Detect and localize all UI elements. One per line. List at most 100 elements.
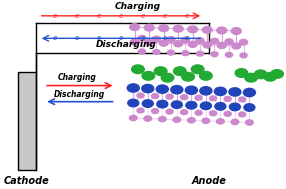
Text: $e$: $e$ bbox=[96, 34, 102, 42]
Circle shape bbox=[195, 95, 202, 100]
Circle shape bbox=[159, 40, 168, 46]
Circle shape bbox=[157, 100, 168, 108]
Circle shape bbox=[145, 40, 154, 46]
Text: $e$: $e$ bbox=[52, 34, 58, 42]
Circle shape bbox=[156, 85, 168, 93]
Circle shape bbox=[130, 24, 140, 30]
Circle shape bbox=[127, 84, 139, 92]
Circle shape bbox=[154, 67, 167, 75]
Circle shape bbox=[196, 51, 204, 56]
Circle shape bbox=[171, 101, 182, 108]
Circle shape bbox=[182, 72, 194, 81]
Circle shape bbox=[244, 104, 255, 111]
Circle shape bbox=[196, 38, 204, 43]
Circle shape bbox=[240, 53, 247, 58]
Circle shape bbox=[225, 52, 233, 57]
Circle shape bbox=[231, 119, 239, 125]
Circle shape bbox=[229, 88, 241, 96]
Circle shape bbox=[215, 103, 226, 110]
Circle shape bbox=[181, 37, 190, 43]
Text: $e$: $e$ bbox=[162, 34, 168, 42]
Text: $e$: $e$ bbox=[140, 34, 146, 42]
Circle shape bbox=[137, 93, 144, 98]
Text: Cathode: Cathode bbox=[3, 176, 49, 186]
Circle shape bbox=[246, 120, 253, 125]
Circle shape bbox=[174, 67, 186, 75]
Circle shape bbox=[271, 70, 283, 78]
Circle shape bbox=[138, 36, 146, 41]
Circle shape bbox=[195, 110, 202, 115]
Circle shape bbox=[191, 65, 204, 74]
Text: Discharging: Discharging bbox=[54, 90, 106, 99]
Circle shape bbox=[144, 24, 154, 31]
Circle shape bbox=[225, 39, 233, 45]
Circle shape bbox=[152, 36, 160, 42]
Circle shape bbox=[211, 52, 218, 57]
Text: $e$: $e$ bbox=[184, 34, 190, 42]
Circle shape bbox=[142, 84, 154, 93]
Circle shape bbox=[173, 117, 181, 122]
Circle shape bbox=[210, 38, 219, 44]
Circle shape bbox=[128, 99, 139, 107]
Circle shape bbox=[224, 96, 231, 101]
Text: $e$: $e$ bbox=[96, 12, 102, 20]
Circle shape bbox=[210, 111, 217, 116]
Text: Charging: Charging bbox=[58, 73, 97, 82]
Text: $e$: $e$ bbox=[74, 34, 80, 42]
Circle shape bbox=[144, 116, 152, 121]
Circle shape bbox=[202, 118, 210, 123]
Circle shape bbox=[174, 41, 182, 47]
Circle shape bbox=[235, 69, 248, 77]
Circle shape bbox=[153, 50, 160, 54]
Circle shape bbox=[137, 108, 144, 113]
Circle shape bbox=[166, 109, 173, 114]
Circle shape bbox=[167, 50, 174, 55]
Circle shape bbox=[130, 39, 139, 45]
Circle shape bbox=[200, 71, 212, 80]
Circle shape bbox=[138, 49, 146, 54]
Circle shape bbox=[217, 119, 224, 124]
Circle shape bbox=[142, 71, 155, 80]
Circle shape bbox=[142, 100, 153, 107]
Circle shape bbox=[173, 25, 183, 32]
Circle shape bbox=[200, 102, 211, 110]
Circle shape bbox=[171, 86, 183, 94]
Circle shape bbox=[214, 87, 227, 95]
Circle shape bbox=[264, 72, 277, 81]
Circle shape bbox=[166, 94, 173, 99]
Circle shape bbox=[217, 27, 227, 34]
Circle shape bbox=[224, 112, 231, 116]
Circle shape bbox=[130, 115, 137, 121]
Circle shape bbox=[239, 97, 246, 102]
Circle shape bbox=[180, 95, 188, 100]
Circle shape bbox=[182, 51, 189, 56]
Circle shape bbox=[229, 103, 240, 111]
Text: $e$: $e$ bbox=[74, 12, 80, 20]
Circle shape bbox=[210, 96, 217, 101]
Circle shape bbox=[159, 25, 169, 32]
Bar bbox=[18, 72, 36, 170]
Circle shape bbox=[152, 109, 159, 114]
Text: $e$: $e$ bbox=[162, 12, 168, 20]
Circle shape bbox=[158, 116, 166, 122]
Circle shape bbox=[203, 42, 212, 48]
Circle shape bbox=[239, 40, 248, 45]
Text: Discharging: Discharging bbox=[96, 40, 157, 49]
Circle shape bbox=[200, 87, 212, 95]
Text: $e$: $e$ bbox=[118, 34, 124, 42]
Circle shape bbox=[188, 41, 197, 47]
Circle shape bbox=[161, 73, 174, 82]
Circle shape bbox=[232, 43, 241, 49]
Circle shape bbox=[167, 37, 175, 42]
Circle shape bbox=[239, 112, 246, 117]
Circle shape bbox=[254, 70, 267, 79]
Circle shape bbox=[188, 26, 198, 33]
Text: $e$: $e$ bbox=[140, 12, 146, 20]
Circle shape bbox=[217, 43, 226, 48]
Circle shape bbox=[180, 110, 188, 115]
Circle shape bbox=[152, 94, 159, 98]
Text: Charging: Charging bbox=[114, 2, 160, 11]
Circle shape bbox=[245, 73, 257, 82]
Circle shape bbox=[202, 26, 212, 33]
Circle shape bbox=[186, 101, 197, 109]
